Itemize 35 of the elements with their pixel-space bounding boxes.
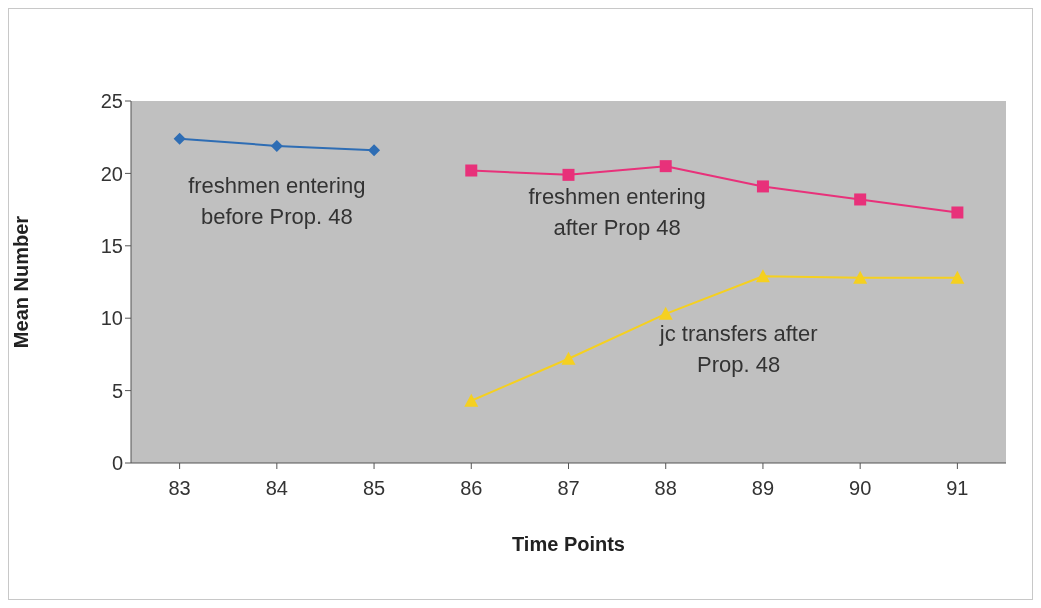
x-tick-label: 85 xyxy=(362,477,386,500)
x-axis-title: Time Points xyxy=(512,533,625,555)
x-tick-label: 89 xyxy=(751,477,775,500)
x-tick-label: 88 xyxy=(654,477,677,500)
series-label: freshmen entering before Prop. 48 xyxy=(187,171,367,231)
point xyxy=(853,270,868,284)
point xyxy=(854,193,867,206)
y-tick-label: 10 xyxy=(100,307,123,330)
point xyxy=(465,164,478,177)
y-tick-label: 25 xyxy=(100,90,123,113)
x-tick-label: 90 xyxy=(849,477,872,500)
point xyxy=(658,306,673,320)
point xyxy=(368,144,381,157)
point xyxy=(755,269,770,283)
x-tick-label: 87 xyxy=(557,477,580,500)
point xyxy=(756,180,769,193)
y-tick-label: 15 xyxy=(100,234,123,257)
x-tick-label: 84 xyxy=(265,477,288,500)
series-label: jc transfers after Prop. 48 xyxy=(658,320,819,380)
x-tick-label: 91 xyxy=(946,477,969,500)
point xyxy=(562,168,575,181)
point xyxy=(951,206,964,219)
point xyxy=(659,160,672,173)
point xyxy=(270,139,283,152)
point xyxy=(561,351,576,365)
x-tick-label: 83 xyxy=(168,477,191,500)
y-tick-label: 20 xyxy=(100,162,123,185)
point xyxy=(464,393,479,407)
point xyxy=(173,132,186,145)
point xyxy=(950,270,965,284)
series-label: freshmen entering after Prop 48 xyxy=(527,182,707,242)
x-tick-label: 86 xyxy=(460,477,483,500)
y-tick-label: 5 xyxy=(111,379,123,402)
y-axis-title: Mean Number xyxy=(10,215,33,349)
y-tick-label: 0 xyxy=(111,452,123,475)
